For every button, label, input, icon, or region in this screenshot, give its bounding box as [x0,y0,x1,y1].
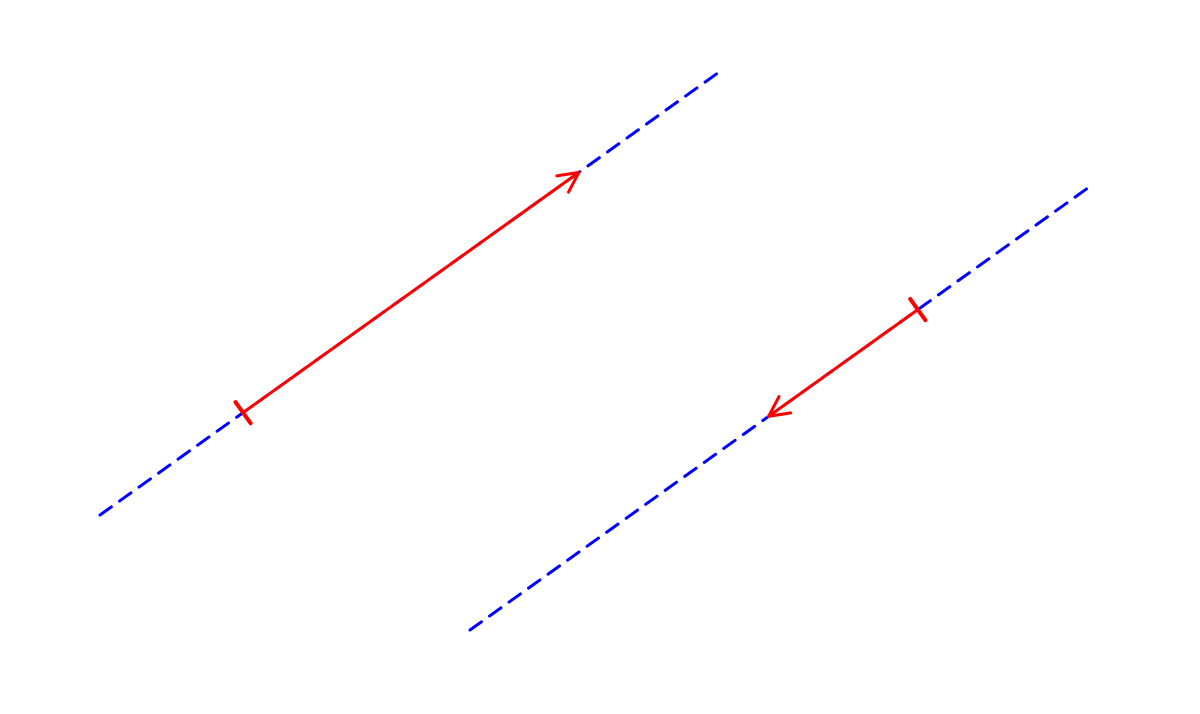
tick-mark-2 [910,299,925,320]
vector-arrows-group [243,172,918,416]
tick-mark-1 [235,402,250,423]
parallel-lines-group [100,70,1092,630]
vector-arrow-2 [769,310,918,417]
vector-arrow-1 [243,172,579,412]
geometry-diagram [0,0,1200,714]
tick-marks-group [235,299,925,423]
